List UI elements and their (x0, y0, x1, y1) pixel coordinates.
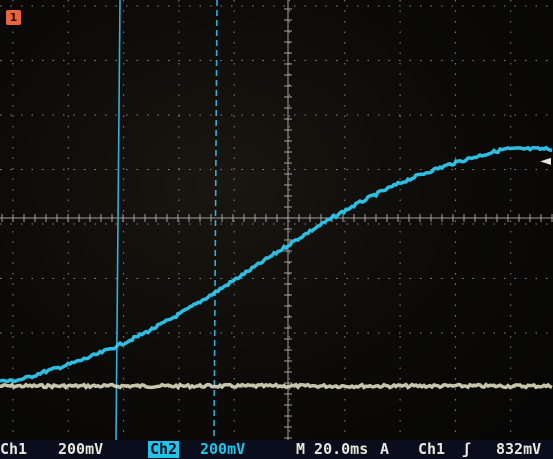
graticule-grid (0, 0, 553, 440)
status-bar: Ch1 200mV Ch2 200mV M 20.0ms A Ch1 ʃ 832… (0, 440, 553, 459)
ch2-label[interactable]: Ch2 (148, 440, 180, 458)
ch1-label[interactable]: Ch1 (0, 440, 28, 458)
ch1-trace (0, 382, 553, 391)
ch2-scale: 200mV (200, 440, 246, 458)
waveform-display (0, 0, 553, 440)
ch1-scale: 200mV (58, 440, 104, 458)
ch2-trace (0, 145, 553, 384)
trigger-level-marker-icon[interactable]: ◄ (540, 153, 551, 169)
cursor-solid (115, 0, 121, 440)
timebase-readout: M 20.0ms (296, 440, 369, 458)
cursor-lines (115, 0, 218, 440)
ch1-ground-marker[interactable]: 1 (6, 10, 21, 25)
trigger-mode: A (380, 440, 390, 458)
cursor-dashed (213, 0, 218, 440)
trigger-level-readout: 832mV (496, 440, 542, 458)
waveform-traces (0, 145, 553, 391)
trigger-slope-icon: ʃ (462, 440, 472, 458)
trigger-source: Ch1 (418, 440, 446, 458)
